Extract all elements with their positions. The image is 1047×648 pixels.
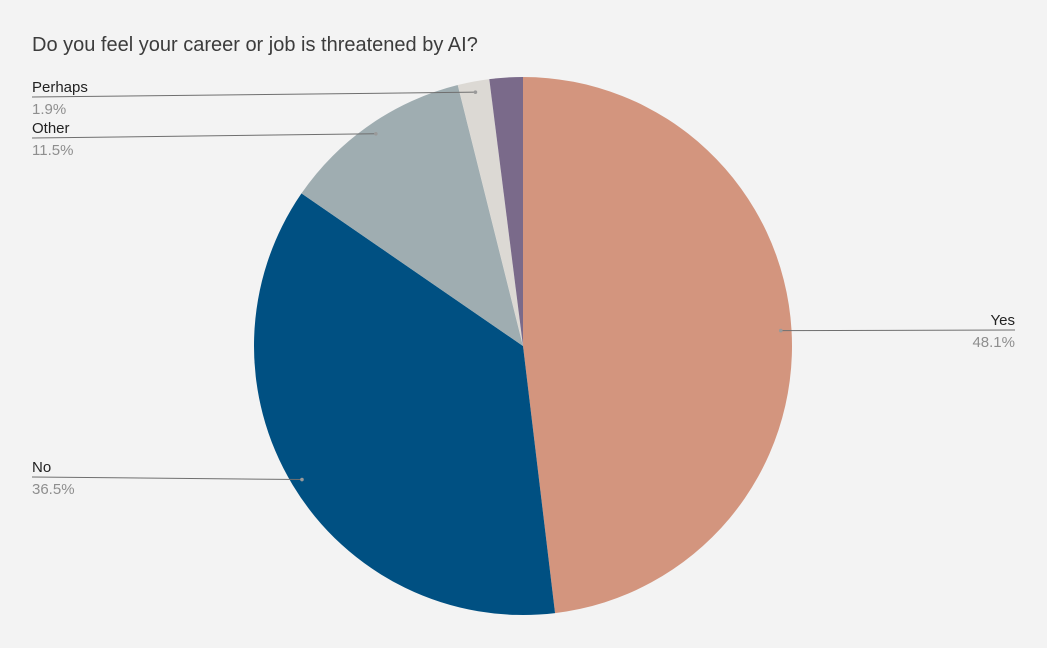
leader-line-other	[31, 133, 376, 139]
leader-dot-yes	[778, 328, 783, 333]
chart-title: Do you feel your career or job is threat…	[32, 34, 478, 56]
leader-dot-no	[300, 477, 304, 482]
slice-label-perhaps: Perhaps	[32, 79, 88, 96]
slice-value-perhaps: 1.9%	[32, 101, 66, 118]
leader-line-no	[31, 476, 302, 481]
slice-value-yes: 48.1%	[972, 334, 1015, 351]
pie-slice-perhaps	[457, 79, 523, 346]
leader-dot-perhaps	[473, 90, 478, 94]
pie-slice-unlabeled	[489, 77, 523, 346]
leader-dot-other	[374, 131, 378, 136]
leader-line-yes	[780, 329, 1016, 332]
pie-slice-yes	[523, 77, 792, 614]
pie-slices	[253, 77, 792, 616]
slice-label-other: Other	[32, 120, 70, 137]
slice-label-no: No	[32, 459, 51, 476]
pie-slice-other	[301, 85, 523, 346]
slice-value-other: 11.5%	[32, 142, 73, 159]
pie-slice-no	[253, 193, 556, 616]
slice-label-yes: Yes	[991, 312, 1015, 329]
slice-labels: Yes 48.1% No 36.5% Other 11.5% Perhaps 1.9%	[31, 79, 1016, 498]
leader-line-perhaps	[31, 91, 476, 98]
slice-value-no: 36.5%	[32, 481, 75, 498]
